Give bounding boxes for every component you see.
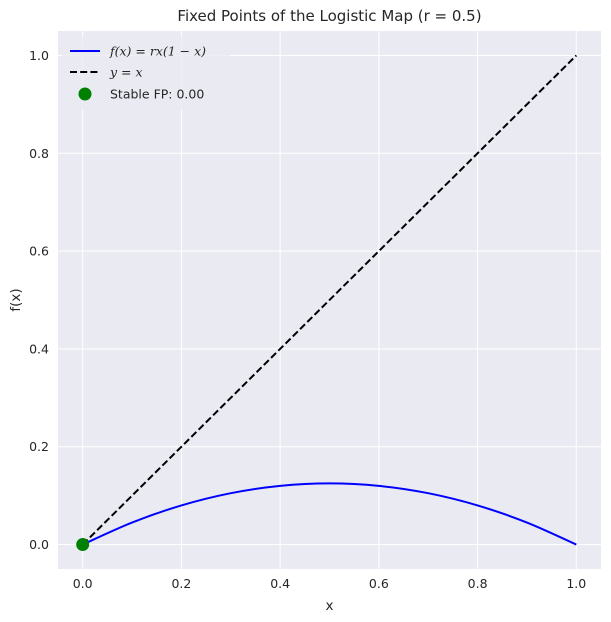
- legend-label-curve: f(x) = rx(1 − x): [109, 44, 206, 59]
- series-layer: [76, 54, 578, 552]
- grid-layer: [58, 31, 601, 569]
- x-tick-label: 0.6: [369, 576, 389, 591]
- y-axis-label: f(x): [8, 288, 24, 311]
- chart-title: Fixed Points of the Logistic Map (r = 0.…: [177, 7, 481, 25]
- x-tick-label: 0.4: [270, 576, 290, 591]
- x-tick-label: 0.2: [171, 576, 191, 591]
- series-logistic-curve: [82, 482, 577, 546]
- x-axis-label: x: [326, 598, 334, 614]
- legend: f(x) = rx(1 − x) y = x Stable FP: 0.00: [62, 36, 230, 110]
- x-tick-label: 1.0: [566, 576, 586, 591]
- y-tick-label: 0.6: [29, 244, 49, 259]
- y-tick-label: 0.0: [29, 537, 49, 552]
- y-tick-label: 1.0: [29, 48, 49, 63]
- legend-label-identity: y = x: [109, 65, 143, 80]
- series-identity-line: [81, 54, 578, 546]
- legend-label-fixed-point: Stable FP: 0.00: [110, 87, 204, 102]
- legend-box: [62, 36, 230, 110]
- x-tick-label: 0.8: [468, 576, 488, 591]
- y-tick-label: 0.8: [29, 146, 49, 161]
- tick-layer: 0.0 0.2 0.4 0.6 0.8 1.0 0.0 0.2 0.4 0.6 0.8 1.0: [29, 48, 586, 591]
- y-tick-label: 0.4: [29, 341, 49, 356]
- fixed-point-marker: [76, 538, 90, 552]
- y-tick-label: 0.2: [29, 439, 49, 454]
- legend-handle-fixed-point: [78, 87, 92, 101]
- x-tick-label: 0.0: [73, 576, 93, 591]
